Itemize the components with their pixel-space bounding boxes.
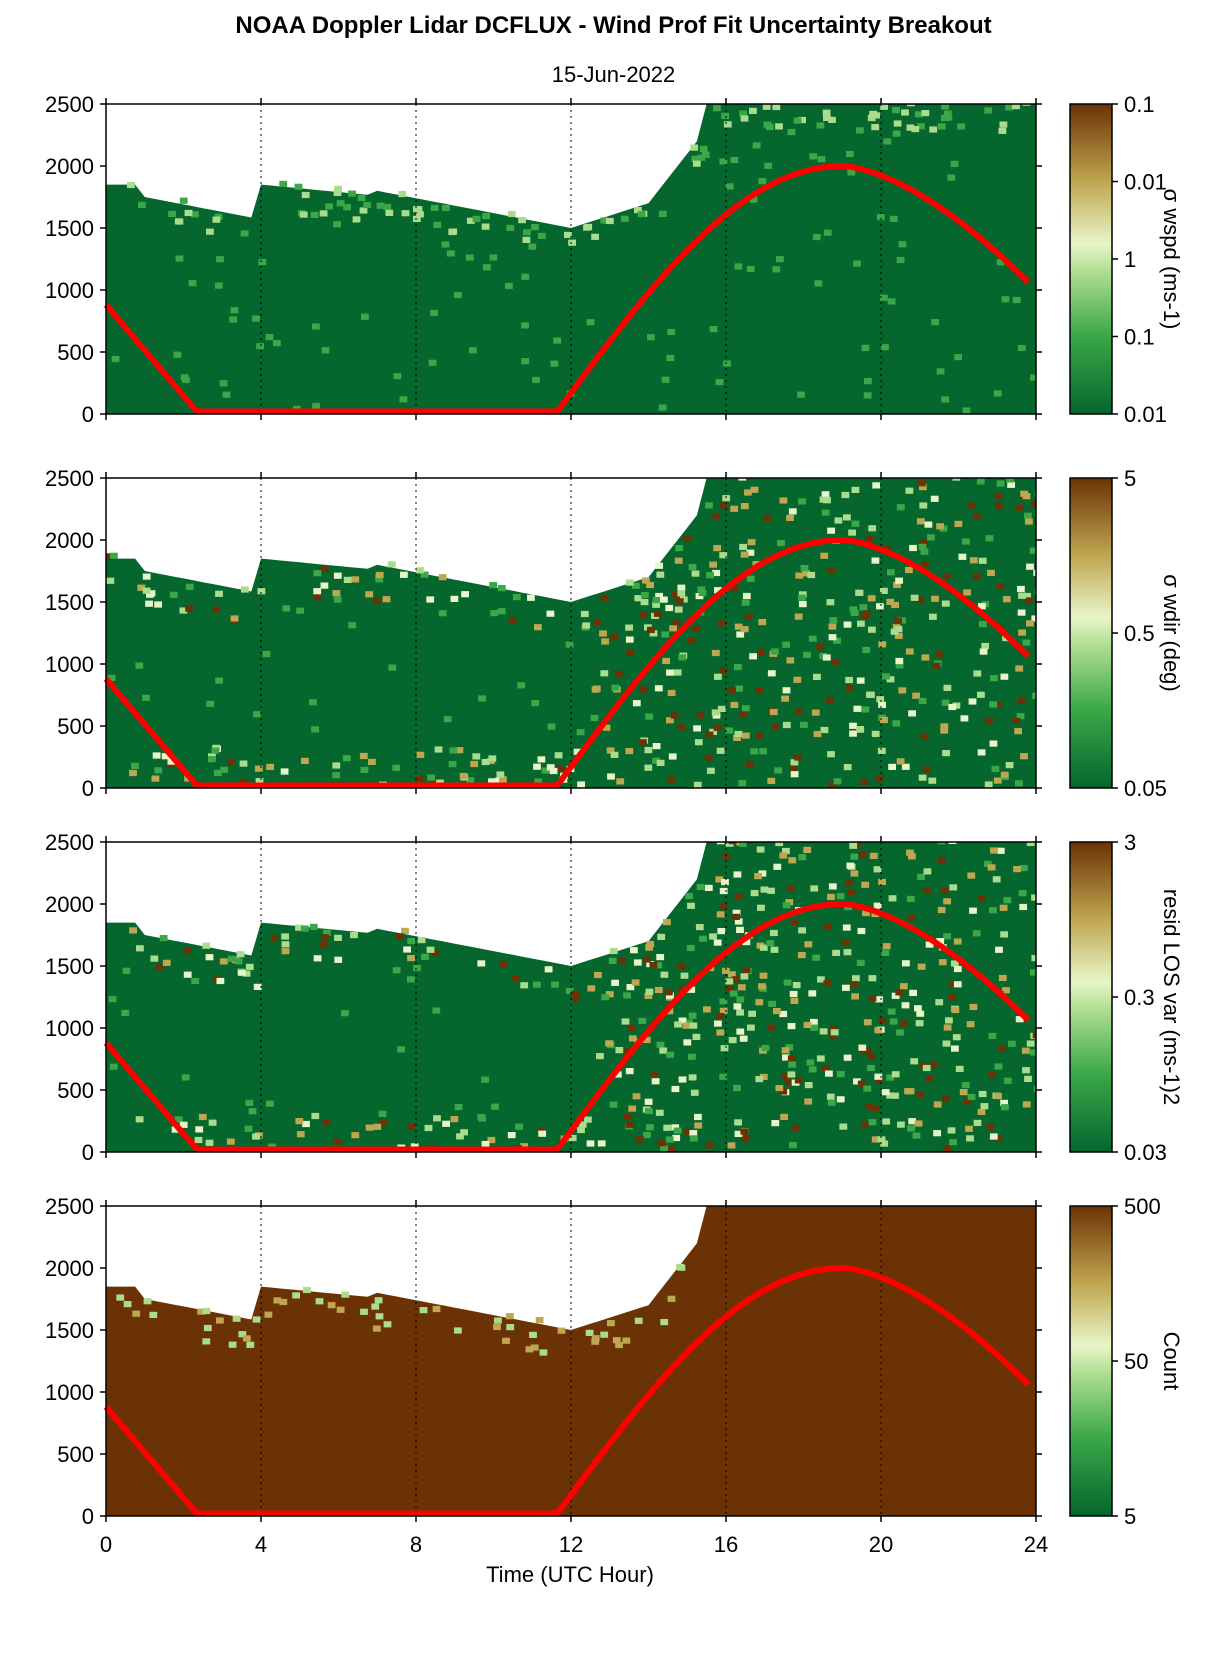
sun-elevation-curve (103, 901, 1031, 1153)
y-tick-label: 1500 (45, 954, 94, 979)
y-tick-label: 2000 (45, 154, 94, 179)
colorbar-tick-label: 0.1 (1124, 325, 1155, 350)
x-tick-label: 24 (1024, 1532, 1048, 1557)
colorbar-tick-label: 0.03 (1124, 1140, 1167, 1165)
colorbar-tick-label: 500 (1124, 1194, 1161, 1219)
y-tick-label: 1500 (45, 216, 94, 241)
data-region (106, 1206, 1036, 1516)
panel-3: 0 500 1000 1500 2000 2500 3 0.3 0.03 resid LOS va… (45, 830, 1184, 1165)
y-tick-label: 2500 (45, 1194, 94, 1219)
panel-2: 0 500 1000 1500 2000 2500 5 0.5 0.05 σ wdir (deg) (45, 466, 1184, 801)
x-tick-label: 12 (559, 1532, 583, 1557)
y-tick-label: 2000 (45, 528, 94, 553)
y-tick-label: 2500 (45, 466, 94, 491)
data-region (106, 104, 1036, 414)
y-tick-label: 500 (57, 1078, 94, 1103)
panel-4: 0 500 1000 1500 2000 2500 0 4 8 12 16 20 24 500 50 5 Cou… (45, 1194, 1184, 1557)
y-tick-label: 500 (57, 714, 94, 739)
colorbar-tick-label: 5 (1124, 1504, 1136, 1529)
x-tick-label: 20 (869, 1532, 893, 1557)
sun-elevation-curve (103, 163, 1031, 415)
data-region (106, 478, 1036, 788)
colorbar (1069, 841, 1113, 1153)
x-tick-label: 4 (255, 1532, 267, 1557)
date-subtitle: 15-Jun-2022 (551, 62, 676, 87)
y-tick-label: 2500 (45, 92, 94, 117)
colorbar-label: resid LOS var (ms-1)2 (1159, 889, 1184, 1105)
y-tick-label: 1000 (45, 652, 94, 677)
colorbar-tick-label: 0.01 (1124, 402, 1167, 427)
heatmap-field (106, 478, 1036, 788)
colorbar-tick-label: 5 (1124, 466, 1136, 491)
y-tick-label: 2000 (45, 892, 94, 917)
colorbar-label: σ wspd (ms-1) (1159, 189, 1184, 330)
y-tick-label: 2500 (45, 830, 94, 855)
colorbar-tick-label: 0.1 (1124, 92, 1155, 117)
heatmap-field (106, 842, 1036, 1152)
y-tick-label: 2000 (45, 1256, 94, 1281)
y-tick-label: 0 (82, 402, 94, 427)
y-tick-label: 1500 (45, 1318, 94, 1343)
y-tick-label: 0 (82, 776, 94, 801)
y-tick-label: 1000 (45, 1380, 94, 1405)
x-axis-label: Time (UTC Hour) (486, 1562, 654, 1587)
y-tick-label: 1000 (45, 278, 94, 303)
data-region (106, 842, 1036, 1152)
page-title: NOAA Doppler Lidar DCFLUX - Wind Prof Fi… (235, 12, 992, 39)
sun-elevation-curve (103, 537, 1031, 789)
colorbar (1069, 103, 1113, 415)
colorbar-tick-label: 0.01 (1124, 170, 1167, 195)
x-tick-label: 0 (100, 1532, 112, 1557)
colorbar (1069, 477, 1113, 789)
sun-elevation-curve (103, 1265, 1031, 1517)
colorbar-tick-label: 0.5 (1124, 621, 1155, 646)
y-tick-label: 1000 (45, 1016, 94, 1041)
y-tick-label: 0 (82, 1504, 94, 1529)
x-tick-label: 16 (714, 1532, 738, 1557)
colorbar-tick-label: 3 (1124, 830, 1136, 855)
colorbar-label: Count (1159, 1332, 1184, 1391)
heatmap-field (106, 104, 1036, 414)
colorbar-tick-label: 0.05 (1124, 776, 1167, 801)
colorbar-tick-label: 50 (1124, 1349, 1148, 1374)
y-tick-label: 500 (57, 1442, 94, 1467)
heatmap-field (106, 1206, 1036, 1516)
x-tick-label: 8 (410, 1532, 422, 1557)
colorbar-label: σ wdir (deg) (1159, 574, 1184, 692)
y-tick-label: 0 (82, 1140, 94, 1165)
colorbar-tick-label: 1 (1124, 247, 1136, 272)
colorbar-tick-label: 0.3 (1124, 985, 1155, 1010)
y-tick-label: 1500 (45, 590, 94, 615)
colorbar (1069, 1205, 1113, 1517)
y-tick-label: 500 (57, 340, 94, 365)
